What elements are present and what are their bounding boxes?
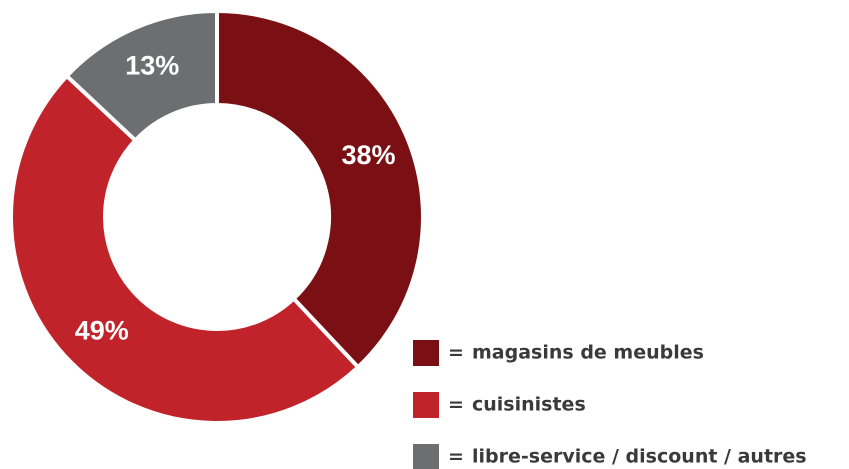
legend-separator: = (448, 342, 464, 364)
donut-slice (64, 8, 219, 144)
legend-swatch (413, 444, 439, 469)
legend-label: cuisinistes (472, 394, 586, 416)
legend-swatch (413, 392, 439, 418)
donut-slice (215, 8, 425, 370)
legend-label: magasins de meubles (472, 342, 704, 364)
donut-slice (9, 73, 361, 425)
legend-swatch (413, 340, 439, 366)
legend-separator: = (448, 394, 464, 416)
legend-separator: = (448, 446, 464, 468)
value-label: 13% (125, 51, 179, 81)
value-label: 49% (75, 315, 129, 345)
legend-label: libre-service / discount / autres (472, 446, 807, 468)
value-label: 38% (342, 140, 396, 170)
